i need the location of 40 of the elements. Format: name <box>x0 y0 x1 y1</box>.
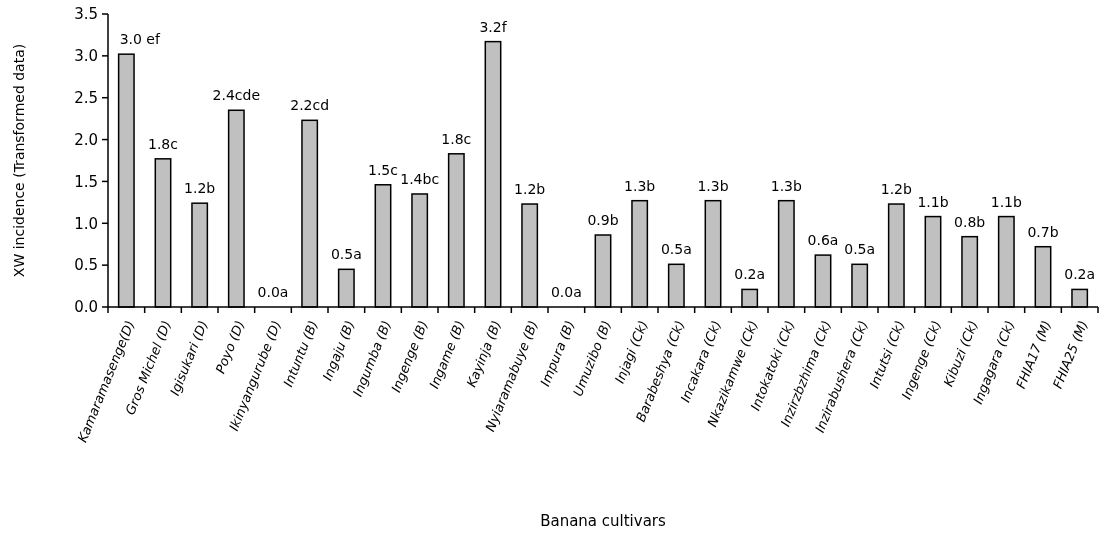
data-label: 3.2f <box>479 18 508 35</box>
data-label: 1.4bc <box>400 170 440 187</box>
data-label: 0.5a <box>844 241 876 258</box>
data-label: 0.0a <box>257 284 289 300</box>
data-label: 0.0a <box>550 284 582 300</box>
y-tick-label: 2.5 <box>74 88 98 107</box>
y-tick-label: 2.0 <box>74 130 98 149</box>
data-label: 1.1b <box>990 193 1023 210</box>
data-label: 1.8c <box>148 135 178 152</box>
data-label: 0.5a <box>660 241 692 258</box>
data-label: 1.2b <box>184 180 216 197</box>
data-label: 0.9b <box>587 212 619 229</box>
data-label: 1.3b <box>624 177 656 194</box>
data-label: 2.4cde <box>212 87 261 104</box>
x-tick-label: Injagi (Ck) <box>611 318 651 386</box>
y-tick-label: 0.0 <box>74 298 98 317</box>
data-label: 0.2a <box>734 266 766 283</box>
y-tick-label: 1.0 <box>74 214 98 233</box>
y-tick-label: 0.5 <box>74 256 98 275</box>
y-tick-label: 1.5 <box>74 172 98 191</box>
data-label: 1.5c <box>368 161 398 178</box>
data-label: 1.2b <box>514 181 546 198</box>
data-label: 1.3b <box>770 177 803 194</box>
data-label: 1.2b <box>880 181 913 198</box>
data-label: 1.8c <box>441 130 472 147</box>
data-label: 1.1b <box>917 193 949 210</box>
data-label: 0.5a <box>330 246 362 263</box>
data-label: 2.2cd <box>290 97 330 114</box>
y-axis-title: XW incidence (Transformed data) <box>11 43 27 278</box>
data-label: 0.7b <box>1027 223 1059 240</box>
y-tick-label: 3.0 <box>74 47 98 66</box>
x-tick-label: Ingaju (B) <box>319 318 358 383</box>
data-label: 0.2a <box>1064 266 1096 283</box>
data-label: 3.0 ef <box>119 31 161 48</box>
x-axis-title: Banana cultivars <box>540 512 667 530</box>
data-label: 0.8b <box>954 213 986 230</box>
data-label: 1.3b <box>697 177 729 194</box>
y-tick-label: 3.5 <box>74 5 98 24</box>
x-tick-label: Kibuzi (Ck) <box>940 318 981 389</box>
data-label: 0.6a <box>807 232 839 249</box>
